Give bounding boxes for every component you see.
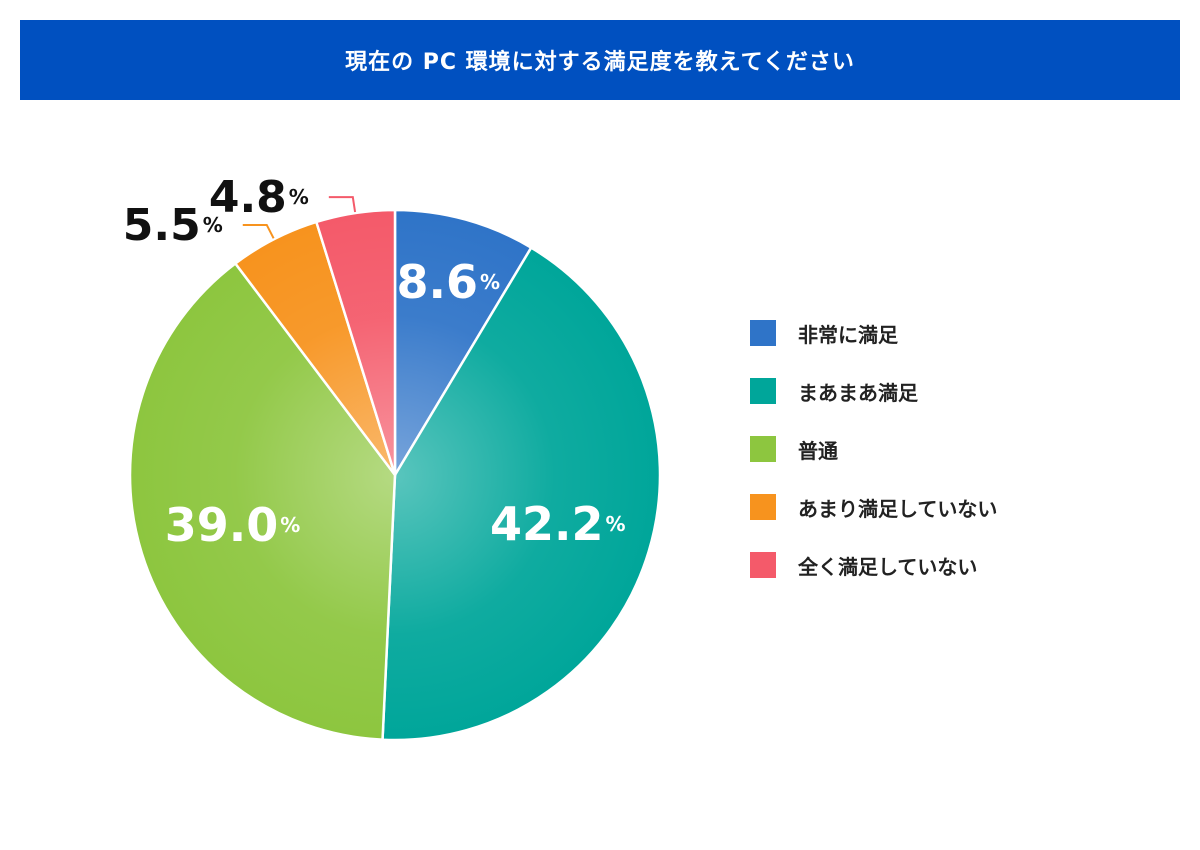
legend-item-1: 非常に満足 [750, 304, 997, 362]
legend-swatch [750, 436, 776, 462]
legend-item-3: 普通 [750, 420, 997, 478]
data-label-1: 8.6% [397, 255, 501, 309]
chart-title-bar: 現在の PC 環境に対する満足度を教えてください [20, 20, 1180, 100]
legend-label: 非常に満足 [798, 322, 898, 347]
legend-item-4: あまり満足していない [750, 478, 997, 536]
legend-swatch [750, 494, 776, 520]
legend-label: あまり満足していない [798, 496, 998, 521]
legend-label: まあまあ満足 [798, 380, 918, 405]
data-label-3: 39.0% [165, 498, 301, 552]
legend-label: 普通 [798, 438, 838, 463]
legend-swatch [750, 552, 776, 578]
legend-swatch [750, 320, 776, 346]
leader-line-4 [242, 223, 275, 239]
legend: 非常に満足まあまあ満足 普通あまり満足していない 全く満足していない [750, 304, 997, 594]
legend-item-2: まあまあ満足 [750, 362, 997, 420]
data-label-4: 5.5% [123, 199, 223, 250]
legend-label: 全く満足していない [798, 554, 978, 579]
chart-title: 現在の PC 環境に対する満足度を教えてください [345, 50, 855, 75]
leader-line-5 [328, 196, 357, 213]
data-label-2: 42.2% [490, 497, 626, 551]
legend-item-5: 全く満足していない [750, 536, 997, 594]
data-label-5: 4.8% [209, 172, 309, 223]
legend-swatch [750, 378, 776, 404]
